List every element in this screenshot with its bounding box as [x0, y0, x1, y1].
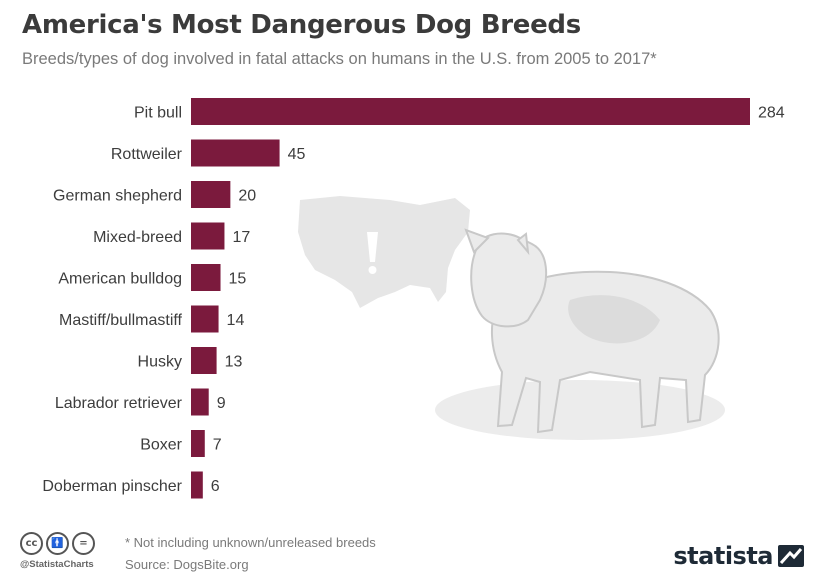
us-map-silhouette [298, 196, 470, 308]
bar-mastiff-bullmastiff [191, 305, 219, 333]
exclamation-icon [367, 232, 378, 262]
category-label-pit-bull: Pit bull [134, 105, 182, 122]
dog-shadow [435, 380, 725, 440]
value-label-pit-bull: 284 [758, 105, 785, 122]
background-illustration [298, 196, 725, 440]
category-label-mixed-breed: Mixed-breed [93, 229, 182, 246]
dog-spots [568, 295, 660, 344]
value-label-american-bulldog: 15 [229, 271, 247, 288]
nd-equals-icon: = [72, 532, 95, 555]
category-label-german-shepherd: German shepherd [53, 188, 182, 205]
category-label-american-bulldog: American bulldog [58, 271, 182, 288]
chart-subtitle: Breeds/types of dog involved in fatal at… [22, 50, 657, 68]
category-label-labrador-retriever: Labrador retriever [55, 395, 183, 412]
value-label-rottweiler: 45 [288, 146, 306, 163]
dog-illustration [464, 228, 720, 434]
statista-logo: statista [673, 542, 804, 570]
value-label-german-shepherd: 20 [238, 188, 256, 205]
bar-pit-bull [191, 98, 750, 125]
value-label-labrador-retriever: 9 [217, 395, 226, 412]
value-label-doberman-pinscher: 6 [211, 478, 220, 495]
bar-labrador-retriever [191, 388, 209, 416]
bars-layer: Pit bull 284 Rottweiler 45 German shepherd 20… [42, 98, 785, 499]
category-label-rottweiler: Rottweiler [111, 146, 183, 163]
category-label-doberman-pinscher: Doberman pinscher [42, 478, 182, 495]
bar-german-shepherd [191, 181, 231, 208]
bar-american-bulldog [191, 264, 221, 291]
license-icons: cc 🚹 = [20, 532, 98, 555]
chart-title: America's Most Dangerous Dog Breeds [22, 10, 581, 40]
by-person-icon: 🚹 [46, 532, 69, 555]
footnote: * Not including unknown/unreleased breed… [125, 535, 376, 550]
bar-doberman-pinscher [191, 471, 203, 499]
statista-logo-icon [778, 545, 804, 567]
category-label-mastiff-bullmastiff: Mastiff/bullmastiff [59, 312, 183, 329]
exclamation-dot [368, 266, 377, 274]
value-label-husky: 13 [225, 354, 243, 371]
cc-icon: cc [20, 532, 43, 555]
value-label-mixed-breed: 17 [232, 229, 250, 246]
category-label-boxer: Boxer [140, 437, 182, 454]
category-label-husky: Husky [138, 354, 182, 371]
twitter-handle: @StatistaCharts [20, 559, 94, 570]
bar-mixed-breed [191, 222, 225, 250]
statista-logo-text: statista [673, 542, 773, 570]
bar-rottweiler [191, 139, 280, 167]
bar-boxer [191, 430, 205, 457]
value-label-mastiff-bullmastiff: 14 [227, 312, 245, 329]
source-note: Source: DogsBite.org [125, 557, 249, 572]
value-label-boxer: 7 [213, 437, 222, 454]
bar-husky [191, 347, 217, 374]
